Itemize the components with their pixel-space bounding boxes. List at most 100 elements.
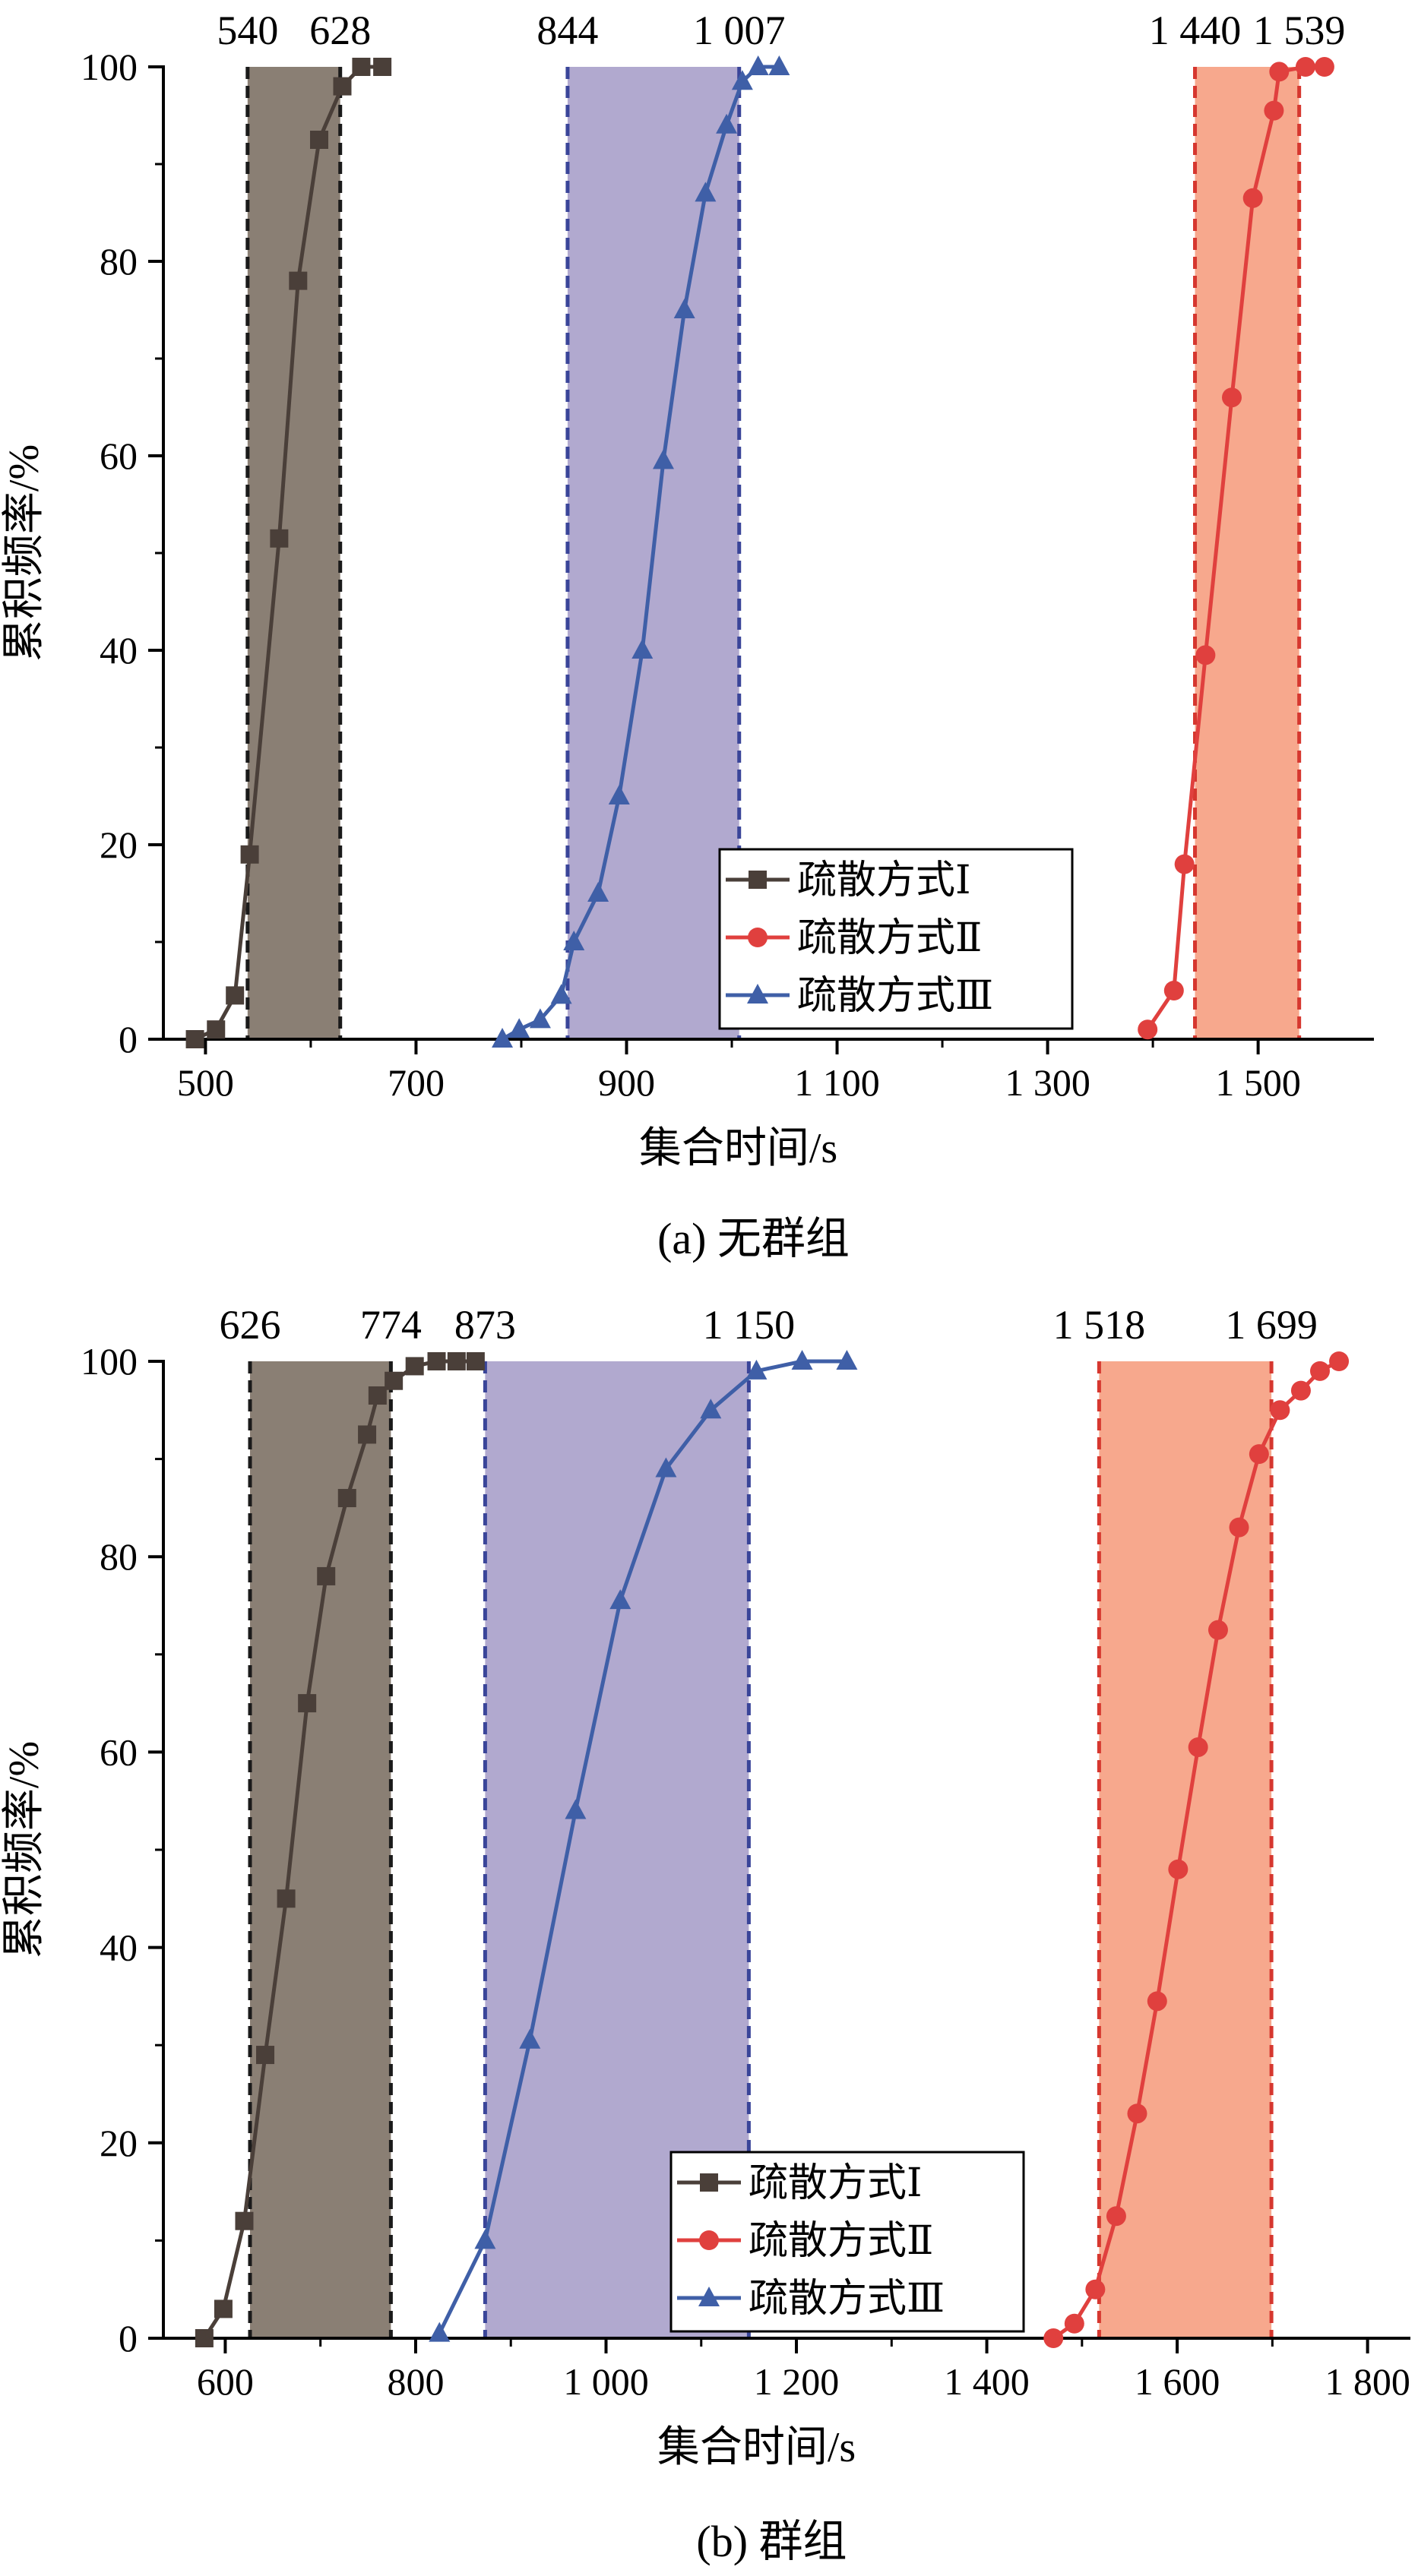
data-point-circle — [1295, 57, 1315, 77]
data-point-triangle — [747, 984, 768, 1004]
y-tick-label: 100 — [81, 46, 138, 88]
data-point-circle — [1195, 645, 1216, 665]
data-point-square — [405, 1357, 424, 1376]
data-point-square — [289, 271, 308, 290]
x-tick-label: 1 500 — [1215, 1061, 1301, 1104]
series-1 — [185, 58, 392, 1048]
data-point-circle — [1269, 62, 1290, 82]
data-point-circle — [1229, 1517, 1249, 1538]
y-tick-label: 60 — [100, 1731, 138, 1773]
data-point-circle — [1147, 1991, 1167, 2012]
data-point-square — [195, 2329, 214, 2347]
panel-caption: (a) 无群组 — [657, 1214, 850, 1263]
interval-band — [247, 67, 340, 1039]
x-tick-label: 700 — [388, 1061, 445, 1104]
x-tick-label: 500 — [177, 1061, 234, 1104]
data-point-triangle — [731, 70, 753, 90]
interval-bound-label: 1 440 — [1149, 8, 1242, 53]
y-tick-label: 20 — [100, 2122, 138, 2164]
legend-label: 疏散方式Ⅱ — [797, 917, 982, 960]
data-point-circle — [1127, 2103, 1147, 2124]
data-point-square — [358, 1425, 377, 1444]
x-tick-label: 1 000 — [563, 2360, 649, 2403]
data-point-triangle — [695, 182, 717, 202]
interval-band — [249, 1361, 391, 2338]
x-tick-label: 1 400 — [944, 2360, 1030, 2403]
chart-panel-a: 540 628 844 1 007 1 440 1 539 500 700 900 1 100 1 … — [1, 8, 1374, 1263]
data-point-circle — [1064, 2313, 1084, 2334]
data-point-triangle — [700, 1399, 722, 1419]
data-point-triangle — [608, 785, 630, 804]
data-point-square — [447, 1352, 466, 1370]
data-point-square — [373, 58, 392, 76]
interval-band — [1195, 67, 1299, 1039]
data-point-triangle — [652, 449, 674, 469]
data-point-triangle — [492, 1028, 514, 1048]
data-point-triangle — [698, 2287, 720, 2306]
data-point-circle — [1188, 1737, 1208, 1757]
data-point-triangle — [429, 2322, 451, 2342]
data-point-square — [214, 2299, 233, 2318]
data-point-circle — [1043, 2328, 1064, 2348]
legend: 疏散方式Ⅰ 疏散方式Ⅱ 疏散方式Ⅲ — [669, 2151, 1025, 2333]
data-point-circle — [1208, 1620, 1228, 1640]
legend-label: 疏散方式Ⅰ — [749, 2162, 923, 2205]
x-axis-title: 集合时间/s — [639, 1125, 837, 1172]
data-point-triangle — [609, 1589, 631, 1610]
data-point-circle — [1314, 57, 1334, 77]
data-point-circle — [748, 928, 768, 947]
x-tick-label: 1 100 — [794, 1061, 880, 1104]
data-point-square — [270, 529, 289, 548]
data-point-square — [235, 2211, 254, 2230]
y-tick-label: 60 — [100, 435, 138, 477]
data-point-circle — [1249, 1444, 1269, 1465]
interval-bound-label: 628 — [309, 8, 371, 53]
y-tick-label: 40 — [100, 1926, 138, 1969]
legend-label: 疏散方式Ⅲ — [797, 975, 993, 1018]
interval-bound-label: 844 — [536, 8, 598, 53]
data-point-circle — [1329, 1351, 1350, 1371]
y-tick-label: 0 — [119, 2317, 138, 2359]
data-point-circle — [1138, 1019, 1158, 1040]
data-point-square — [427, 1352, 446, 1370]
data-point-triangle — [768, 55, 790, 75]
interval-bound-label: 774 — [360, 1302, 422, 1348]
interval-bound-label: 626 — [219, 1302, 280, 1348]
data-point-square — [185, 1030, 204, 1048]
data-point-triangle — [716, 113, 738, 134]
x-tick-label: 1 600 — [1135, 2360, 1220, 2403]
interval-bound-label: 1 150 — [703, 1302, 796, 1348]
panel-caption: (b) 群组 — [696, 2517, 847, 2566]
x-tick-label: 600 — [197, 2360, 254, 2403]
data-point-square — [298, 1694, 317, 1713]
y-axis-title: 累积频率/% — [1, 1741, 48, 1958]
data-point-circle — [1221, 387, 1242, 408]
series-line — [438, 1359, 847, 2334]
legend-label: 疏散方式Ⅰ — [797, 859, 971, 902]
series-2 — [1043, 1351, 1350, 2348]
data-point-triangle — [791, 1350, 813, 1370]
data-point-triangle — [836, 1350, 858, 1370]
data-point-square — [256, 2046, 275, 2065]
data-point-square — [317, 1566, 336, 1585]
data-point-square — [207, 1020, 226, 1039]
data-point-square — [700, 2173, 718, 2192]
data-point-triangle — [565, 1799, 587, 1819]
data-point-triangle — [745, 1359, 768, 1380]
data-point-circle — [1270, 1400, 1290, 1421]
series-line — [194, 65, 383, 1041]
y-tick-label: 80 — [100, 240, 138, 283]
data-point-triangle — [563, 931, 585, 950]
data-point-triangle — [529, 1008, 551, 1029]
data-point-triangle — [631, 639, 654, 659]
x-tick-label: 800 — [387, 2360, 444, 2403]
data-point-circle — [1163, 981, 1184, 1000]
interval-bound-label: 1 518 — [1053, 1302, 1146, 1348]
x-tick-label: 1 300 — [1005, 1061, 1090, 1104]
data-point-circle — [1290, 1380, 1311, 1401]
series-1 — [195, 1352, 485, 2347]
data-point-square — [226, 986, 245, 1005]
data-point-circle — [1264, 100, 1284, 121]
